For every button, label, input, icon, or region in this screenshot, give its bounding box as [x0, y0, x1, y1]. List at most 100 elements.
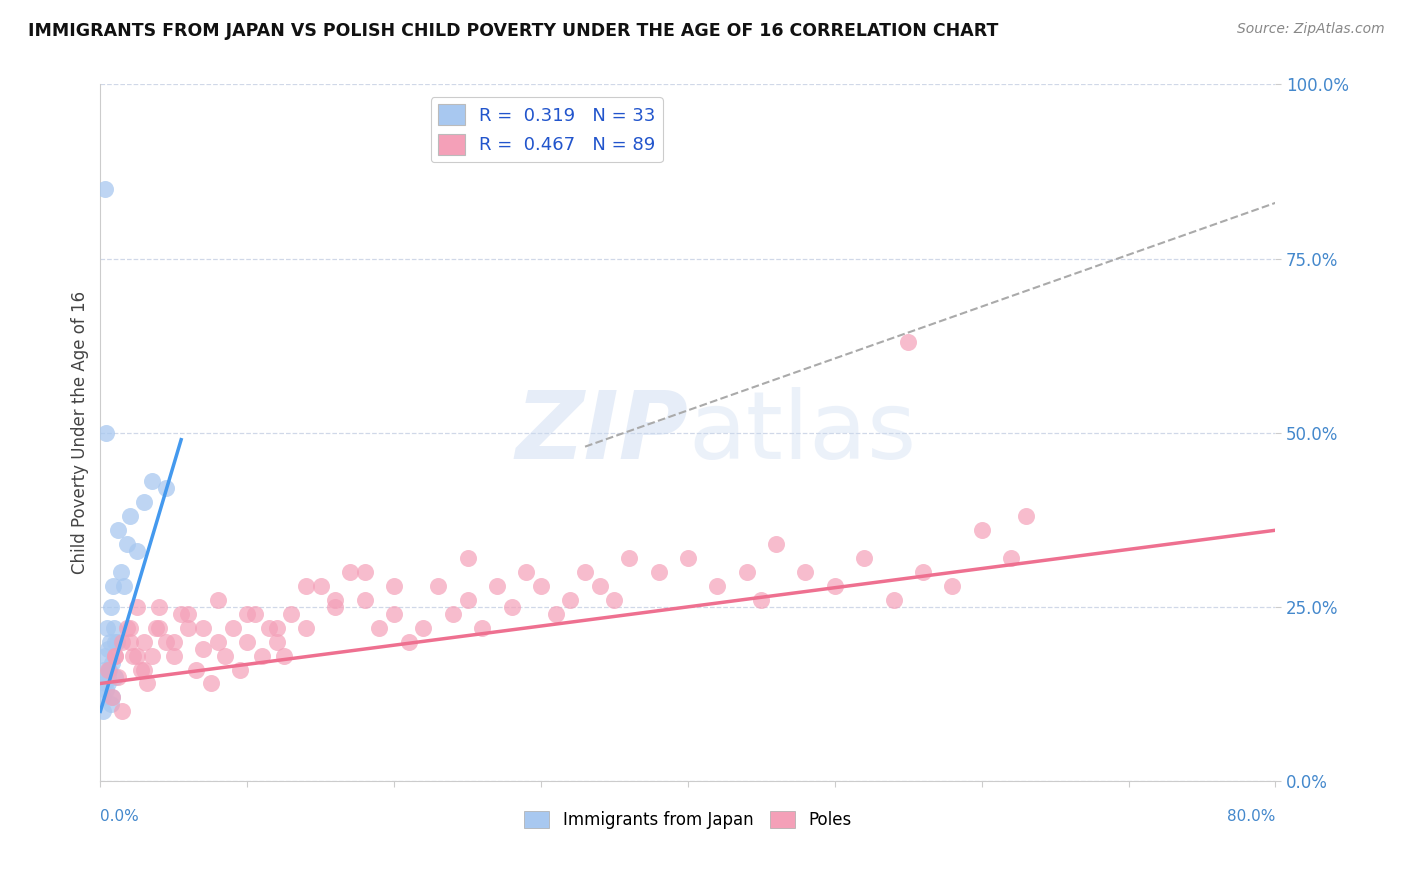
- Point: [266, 634, 288, 648]
- Text: Source: ZipAtlas.com: Source: ZipAtlas.com: [1237, 22, 1385, 37]
- Point: [145, 621, 167, 635]
- Point: [125, 599, 148, 614]
- Point: [101, 579, 124, 593]
- Point: [107, 669, 129, 683]
- Point: [765, 537, 787, 551]
- Point: [193, 621, 215, 635]
- Point: [530, 579, 553, 593]
- Point: [749, 593, 772, 607]
- Point: [177, 621, 200, 635]
- Point: [236, 634, 259, 648]
- Point: [259, 621, 281, 635]
- Point: [148, 599, 170, 614]
- Point: [155, 634, 177, 648]
- Point: [125, 544, 148, 558]
- Point: [457, 593, 479, 607]
- Point: [544, 607, 567, 621]
- Point: [676, 551, 699, 566]
- Point: [193, 641, 215, 656]
- Point: [134, 663, 156, 677]
- Point: [94, 648, 117, 663]
- Point: [93, 663, 115, 677]
- Point: [1015, 509, 1038, 524]
- Point: [412, 621, 434, 635]
- Point: [98, 634, 121, 648]
- Point: [589, 579, 612, 593]
- Text: IMMIGRANTS FROM JAPAN VS POLISH CHILD POVERTY UNDER THE AGE OF 16 CORRELATION CH: IMMIGRANTS FROM JAPAN VS POLISH CHILD PO…: [28, 22, 998, 40]
- Point: [110, 565, 132, 579]
- Point: [97, 663, 120, 677]
- Point: [243, 607, 266, 621]
- Point: [353, 593, 375, 607]
- Point: [163, 634, 186, 648]
- Point: [200, 676, 222, 690]
- Point: [441, 607, 464, 621]
- Point: [98, 663, 121, 677]
- Point: [647, 565, 669, 579]
- Point: [911, 565, 934, 579]
- Point: [134, 634, 156, 648]
- Point: [325, 599, 347, 614]
- Text: atlas: atlas: [688, 387, 917, 479]
- Point: [221, 621, 243, 635]
- Point: [104, 648, 127, 663]
- Point: [427, 579, 450, 593]
- Point: [735, 565, 758, 579]
- Point: [457, 551, 479, 566]
- Point: [295, 579, 318, 593]
- Point: [136, 676, 159, 690]
- Point: [118, 509, 141, 524]
- Point: [897, 335, 920, 350]
- Point: [104, 634, 127, 648]
- Point: [229, 663, 252, 677]
- Point: [266, 621, 288, 635]
- Point: [207, 634, 229, 648]
- Point: [184, 663, 207, 677]
- Point: [501, 599, 523, 614]
- Point: [706, 579, 728, 593]
- Point: [273, 648, 295, 663]
- Point: [295, 621, 318, 635]
- Point: [824, 579, 846, 593]
- Text: ZIP: ZIP: [515, 387, 688, 479]
- Point: [170, 607, 193, 621]
- Point: [603, 593, 626, 607]
- Point: [96, 683, 118, 698]
- Point: [96, 621, 118, 635]
- Point: [97, 641, 120, 656]
- Point: [280, 607, 302, 621]
- Point: [794, 565, 817, 579]
- Text: 0.0%: 0.0%: [100, 809, 139, 824]
- Point: [485, 579, 508, 593]
- Point: [325, 593, 347, 607]
- Point: [100, 599, 122, 614]
- Point: [382, 579, 405, 593]
- Point: [105, 634, 128, 648]
- Point: [91, 704, 114, 718]
- Point: [111, 634, 134, 648]
- Point: [104, 669, 127, 683]
- Point: [970, 523, 993, 537]
- Point: [560, 593, 582, 607]
- Point: [309, 579, 332, 593]
- Point: [368, 621, 391, 635]
- Point: [94, 676, 117, 690]
- Point: [155, 482, 177, 496]
- Point: [471, 621, 494, 635]
- Point: [97, 669, 120, 683]
- Point: [115, 621, 138, 635]
- Point: [207, 593, 229, 607]
- Text: 80.0%: 80.0%: [1227, 809, 1275, 824]
- Point: [574, 565, 596, 579]
- Point: [96, 425, 118, 440]
- Point: [125, 648, 148, 663]
- Point: [353, 565, 375, 579]
- Point: [91, 690, 114, 705]
- Point: [111, 704, 134, 718]
- Point: [177, 607, 200, 621]
- Point: [100, 698, 122, 712]
- Point: [101, 690, 124, 705]
- Point: [382, 607, 405, 621]
- Point: [1000, 551, 1022, 566]
- Point: [104, 648, 127, 663]
